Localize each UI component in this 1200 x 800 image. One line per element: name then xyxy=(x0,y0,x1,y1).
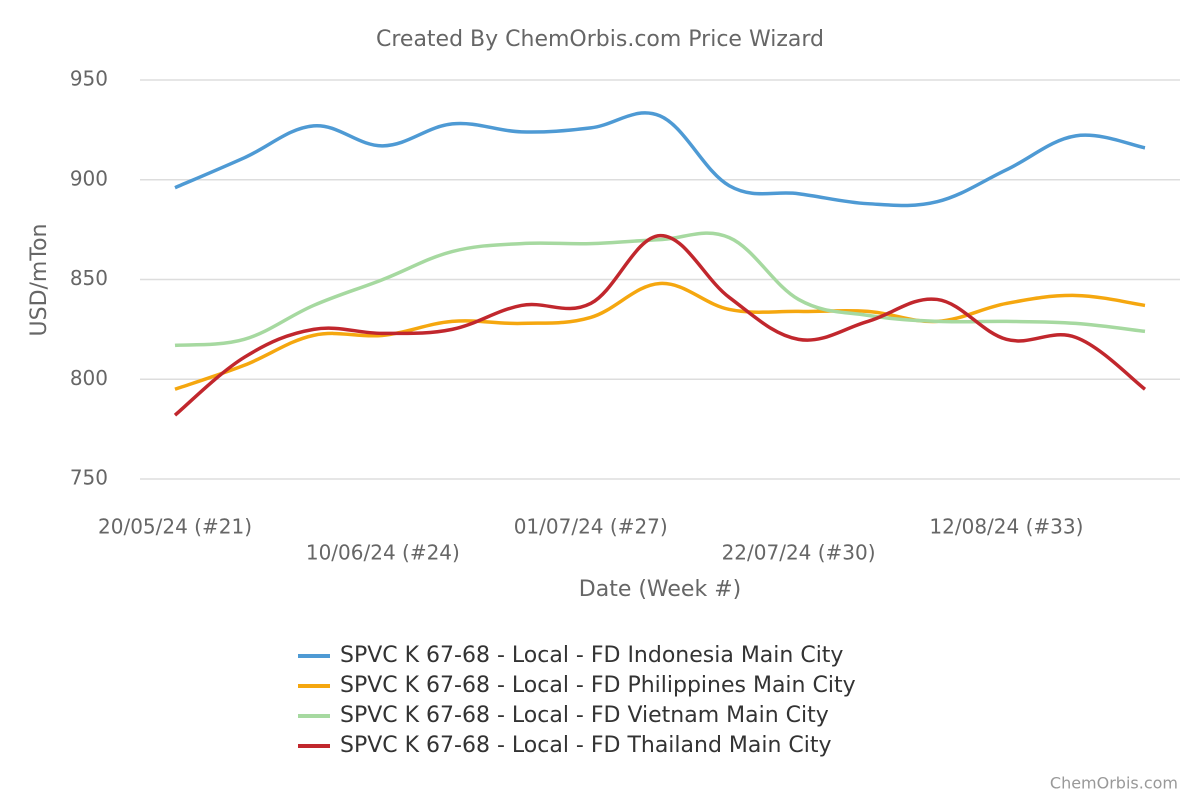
legend-label: SPVC K 67-68 - Local - FD Thailand Main … xyxy=(340,733,832,758)
x-axis-label: Date (Week #) xyxy=(579,577,741,602)
x-tick-label: 10/06/24 (#24) xyxy=(306,541,460,565)
x-tick-label: 01/07/24 (#27) xyxy=(514,515,668,539)
y-tick-label: 800 xyxy=(70,366,108,390)
watermark: ChemOrbis.com xyxy=(1050,774,1178,793)
y-tick-label: 950 xyxy=(70,67,108,91)
y-axis-label: USD/mTon xyxy=(27,224,52,337)
x-tick-label: 12/08/24 (#33) xyxy=(929,515,1083,539)
legend-label: SPVC K 67-68 - Local - FD Philippines Ma… xyxy=(340,673,856,698)
y-tick-label: 900 xyxy=(70,166,108,190)
y-tick-label: 850 xyxy=(70,266,108,290)
series-line xyxy=(174,111,1146,208)
series-line xyxy=(174,231,1146,348)
x-tick-label: 20/05/24 (#21) xyxy=(98,515,252,539)
legend-label: SPVC K 67-68 - Local - FD Indonesia Main… xyxy=(340,643,843,668)
x-tick-label: 22/07/24 (#30) xyxy=(722,541,876,565)
y-tick-label: 750 xyxy=(70,466,108,490)
chart-title: Created By ChemOrbis.com Price Wizard xyxy=(376,27,824,52)
series-line xyxy=(173,233,1147,417)
legend-label: SPVC K 67-68 - Local - FD Vietnam Main C… xyxy=(340,703,829,728)
series-line xyxy=(174,281,1146,391)
